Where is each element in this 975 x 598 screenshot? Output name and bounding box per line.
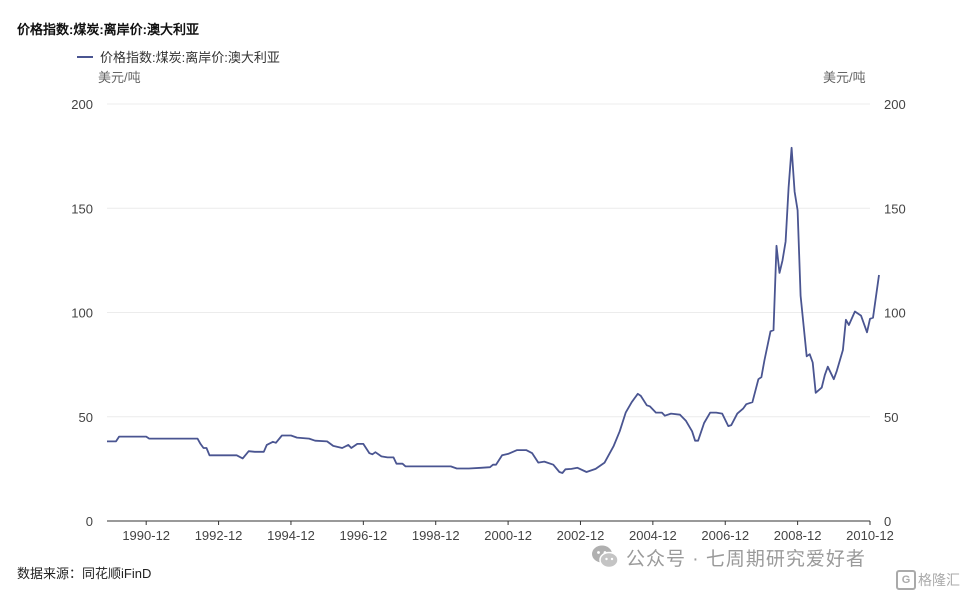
x-tick-label: 1990-12 (122, 528, 170, 543)
x-axis: 1990-12 1992-12 1994-12 1996-12 1998-12 2000-… (107, 520, 894, 543)
y-tick-label-right: 0 (884, 514, 891, 529)
brand-icon: G (896, 570, 916, 590)
x-tick-label: 2002-12 (557, 528, 605, 543)
legend[interactable]: 价格指数:煤炭:离岸价:澳大利亚 (77, 47, 280, 66)
x-tick-label: 2008-12 (774, 528, 822, 543)
y-axis-unit-left: 美元/吨 (98, 70, 141, 85)
y-tick-label-left: 0 (86, 514, 93, 529)
legend-label: 价格指数:煤炭:离岸价:澳大利亚 (100, 50, 280, 65)
y-tick-label-left: 200 (71, 97, 93, 112)
x-tick-label: 1992-12 (195, 528, 243, 543)
legend-swatch (77, 55, 93, 58)
y-axis-right: 0 50 100 150 200 (884, 97, 906, 529)
x-tick-label: 1996-12 (339, 528, 387, 543)
y-tick-label-right: 150 (884, 201, 906, 216)
y-axis-unit-right: 美元/吨 (823, 70, 866, 85)
y-tick-label-right: 50 (884, 410, 898, 425)
plot-area (107, 146, 880, 474)
x-tick-label: 1998-12 (412, 528, 460, 543)
y-tick-label-right: 100 (884, 306, 906, 321)
y-tick-label-left: 50 (79, 410, 93, 425)
x-tick-label: 2004-12 (629, 528, 677, 543)
brand-text: 格隆汇 (918, 572, 960, 588)
x-tick-label: 2010-12 (846, 528, 894, 543)
x-tick-label: 1994-12 (267, 528, 315, 543)
x-tick-label: 2006-12 (701, 528, 749, 543)
x-tick-label: 2000-12 (484, 528, 532, 543)
wechat-icon (592, 545, 619, 569)
data-source: 数据来源：同花顺iFinD (17, 566, 152, 581)
watermark-text: 公众号 · 七周期研究爱好者 (626, 548, 866, 570)
y-tick-label-left: 150 (71, 201, 93, 216)
y-tick-label-right: 200 (884, 97, 906, 112)
watermark: 公众号 · 七周期研究爱好者 (590, 542, 866, 572)
series-line (107, 146, 880, 474)
chart-title: 价格指数:煤炭:离岸价:澳大利亚 (17, 22, 199, 37)
y-tick-label-left: 100 (71, 306, 93, 321)
grid-lines (107, 103, 870, 418)
y-axis-left: 0 50 100 150 200 (71, 97, 93, 529)
brand-logo: G 格隆汇 (896, 570, 960, 590)
